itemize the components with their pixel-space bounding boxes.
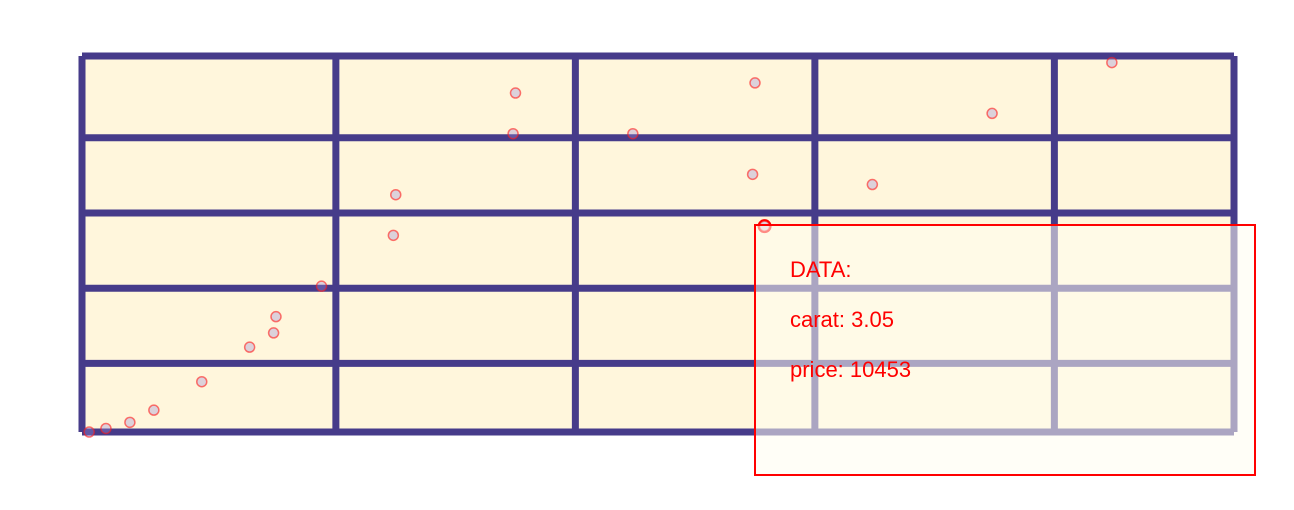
data-point [507,127,519,140]
data-point [866,178,879,191]
data-point [100,422,112,435]
data-point [986,107,998,120]
data-point [270,310,282,323]
tooltip-carat: carat: 3.05 [790,307,894,332]
data-point [196,375,208,388]
data-point [627,127,639,140]
data-point [749,77,761,89]
data-point [389,188,402,201]
points-layer [83,56,1118,438]
data-point [1106,56,1118,69]
data-point [746,168,759,181]
data-point [387,229,400,242]
data-tooltip: DATA: carat: 3.05 price: 10453 [754,224,1256,476]
data-point [315,280,328,292]
data-point [83,426,95,438]
data-point [267,327,280,339]
data-point [243,341,256,353]
data-point [148,404,160,416]
tooltip-heading: DATA: [790,257,852,282]
tooltip-price: price: 10453 [790,357,911,382]
data-point [124,416,136,429]
data-point [509,87,522,99]
tooltip-box [754,224,1256,476]
